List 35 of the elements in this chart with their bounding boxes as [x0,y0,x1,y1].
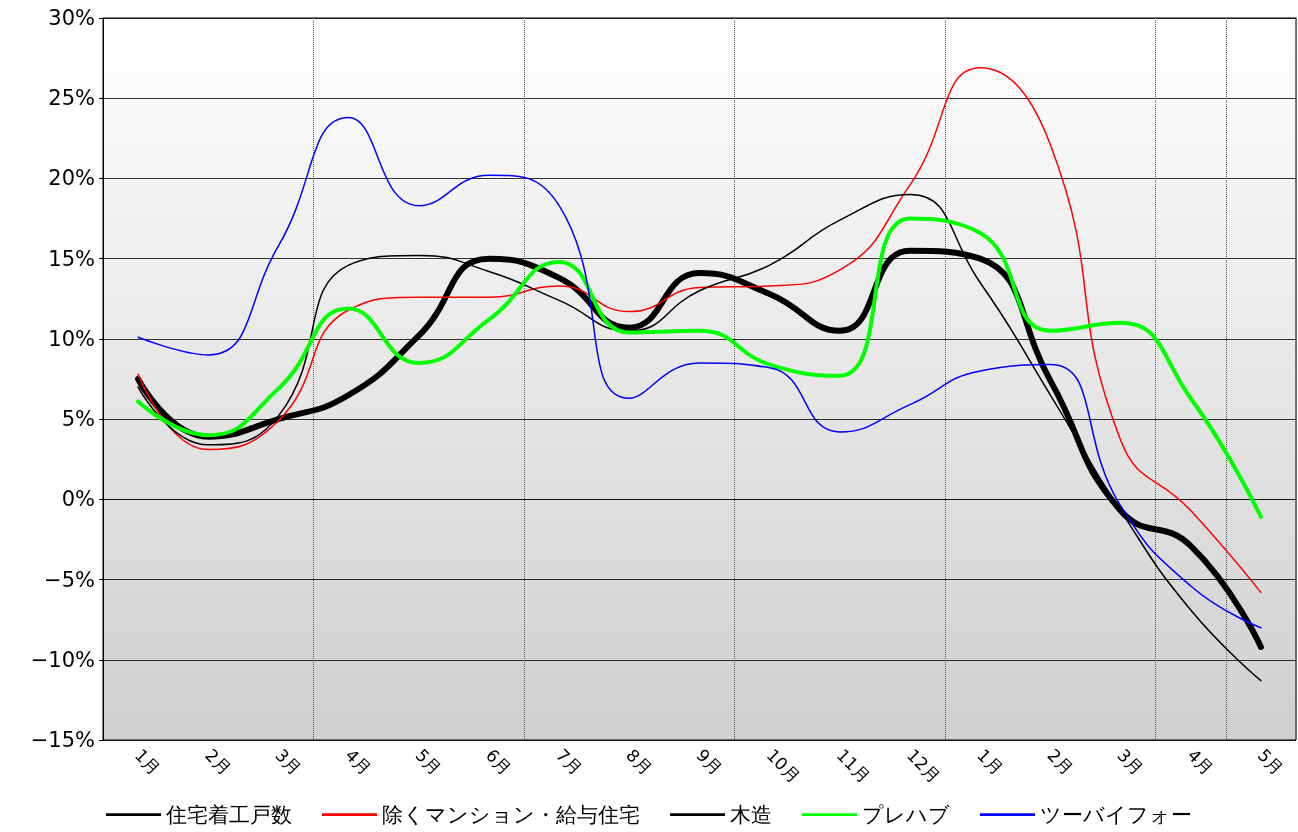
x-tick-label: 4月 [1183,744,1218,779]
x-tick-label: 4月 [341,744,376,779]
x-tick-label: 2月 [201,744,235,779]
y-tick-label: −10% [30,647,95,672]
line-series [137,116,1262,629]
line-series [137,66,1262,594]
y-tick-label: 10% [48,326,95,351]
x-tick-label: 8月 [622,744,657,779]
x-tick-label: 12月 [902,744,945,787]
legend-label: 木造 [730,802,772,827]
x-tick-label: 1月 [973,744,1007,779]
x-tick-label: 2月 [1043,744,1078,779]
y-tick-label: −15% [30,728,95,752]
legend-label: 住宅着工戸数 [165,802,292,827]
x-tick-label: 6月 [481,744,516,779]
x-tick-label: 3月 [271,744,306,779]
x-tick-label: 9月 [692,744,727,779]
legend-label: プレハブ [862,802,950,827]
y-tick-label: 30% [48,6,95,30]
legend-label: ツーバイフォー [1040,802,1192,827]
line-series [136,216,1263,519]
x-tick-label: 5月 [1253,744,1288,779]
x-tick-label: 10月 [762,744,805,787]
y-tick-label: 15% [48,246,95,271]
y-tick-label: 20% [48,166,95,191]
x-tick-label: 3月 [1113,744,1148,779]
y-tick-label: 5% [61,407,95,432]
x-tick-label: 11月 [832,744,875,787]
y-tick-label: 25% [48,86,95,111]
y-tick-label: 0% [61,487,95,512]
legend-label: 除くマンション・給与住宅 [382,802,640,827]
x-tick-label: 5月 [411,744,446,779]
x-tick-label: 7月 [552,744,586,779]
y-tick-label: −5% [44,567,95,592]
x-tick-label: 1月 [131,744,165,779]
